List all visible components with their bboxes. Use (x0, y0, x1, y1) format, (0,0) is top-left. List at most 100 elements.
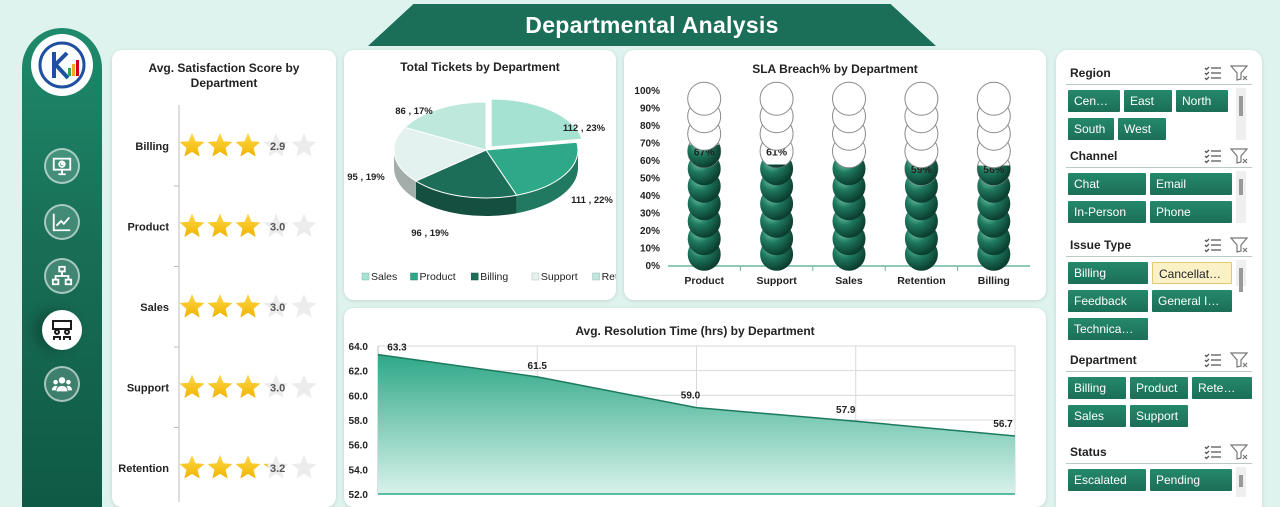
star-icon (179, 213, 205, 237)
resolution-line (377, 353, 1016, 437)
sla-chart: 0%10%20%30%40%50%60%70%80%90%100%67%Prod… (634, 81, 1030, 287)
slicer-scrollbar[interactable] (1236, 88, 1246, 140)
star-empty-icon (263, 213, 289, 237)
y-tick-label: 90% (640, 104, 660, 115)
sla-sphere-partial (977, 165, 1011, 186)
logo-icon (38, 41, 86, 89)
slicer-option[interactable]: Sales (1068, 405, 1126, 427)
star-icon (179, 133, 205, 157)
slicer-option[interactable]: East (1124, 90, 1172, 112)
slicer-options: Billing Cancellat… Feedback General I… Techn… (1064, 258, 1254, 340)
data-label: 61.5 (528, 361, 548, 372)
y-tick-label: 52.0 (349, 490, 369, 501)
star-empty-icon (291, 213, 317, 237)
slicer-option[interactable]: Technica… (1068, 318, 1148, 340)
sla-sphere-partial (687, 144, 721, 168)
slicer-option[interactable]: Support (1130, 405, 1188, 427)
legend-swatch (410, 272, 418, 281)
satisfaction-chart: Billing 2.9 Product 3.0 Sales 3.0 Support 3.0 Re… (118, 105, 317, 502)
data-label: 63.3 (387, 343, 407, 354)
legend-swatch (470, 272, 479, 281)
slicer-option[interactable]: Pending (1150, 469, 1232, 491)
x-tick-label: Support (756, 275, 797, 287)
slicer-option[interactable]: General I… (1152, 290, 1232, 312)
slicer-option[interactable]: Feedback (1068, 290, 1148, 312)
slicer-option[interactable]: Cen… (1068, 90, 1120, 112)
sla-sphere-empty (687, 81, 722, 116)
hierarchy-icon[interactable] (44, 258, 80, 294)
multi-select-icon[interactable] (1204, 237, 1222, 253)
pie-slice (485, 141, 579, 196)
legend-label: Retention (602, 271, 616, 283)
star-empty-icon (263, 133, 289, 157)
slicer-option[interactable]: In-Person (1068, 201, 1146, 223)
dashboard-title-banner: Departmental Analysis (368, 4, 936, 46)
slicer-option[interactable]: Product (1130, 377, 1188, 399)
y-tick-label: 60.0 (349, 391, 369, 402)
company-logo (31, 34, 93, 96)
slicer-title: Department (1070, 353, 1137, 367)
slicer-options: Billing Product Rete… Sales Support (1064, 373, 1254, 429)
divider (1066, 84, 1252, 85)
trend-chart-icon[interactable] (44, 204, 80, 240)
y-tick-label: 40% (640, 191, 660, 202)
slicer-option[interactable]: Billing (1068, 377, 1126, 399)
slicer-title: Status (1070, 445, 1107, 459)
x-tick-label: Billing (978, 275, 1010, 287)
clear-filter-icon[interactable] (1229, 352, 1249, 368)
slicer-department: Department Billing Product Rete… Sales Suppor… (1064, 349, 1254, 429)
slicer-scrollbar[interactable] (1236, 467, 1246, 497)
sla-chart-card: SLA Breach% by Department 0% 10% 20% 30% 40%… (624, 50, 1046, 300)
pie-slice (393, 126, 488, 182)
star-icon (207, 455, 233, 479)
satisfaction-chart-title: Avg. Satisfaction Score by Department (148, 61, 300, 90)
legend-label: Billing (480, 271, 508, 283)
star-icon (179, 455, 205, 479)
clear-filter-icon[interactable] (1229, 444, 1249, 460)
multi-select-icon[interactable] (1204, 444, 1222, 460)
slicer-option[interactable]: Escalated (1068, 469, 1146, 491)
pie-data-label: 111 , 22% (571, 195, 613, 206)
star-icon (207, 133, 233, 157)
clear-filter-icon[interactable] (1229, 148, 1249, 164)
category-label: Product (127, 222, 169, 234)
multi-select-icon[interactable] (1204, 148, 1222, 164)
pie-data-label: 86 , 17% (395, 106, 433, 117)
presentation-icon[interactable] (44, 148, 80, 184)
meeting-icon[interactable] (42, 310, 82, 350)
slicer-scrollbar[interactable] (1236, 260, 1246, 292)
slicer-options: Cen… East North South West (1064, 86, 1254, 140)
data-label: 57.9 (836, 405, 856, 416)
multi-select-icon[interactable] (1204, 65, 1222, 81)
star-icon (235, 133, 260, 157)
y-tick-label: 62.0 (349, 367, 369, 378)
slicer-option[interactable]: Chat (1068, 173, 1146, 195)
slicer-option[interactable]: North (1176, 90, 1228, 112)
data-label: 59.0 (681, 391, 701, 402)
slicer-title: Region (1070, 66, 1111, 80)
slicer-option[interactable]: Phone (1150, 201, 1232, 223)
resolution-area (378, 354, 1015, 494)
star-empty-icon (263, 374, 289, 398)
clear-filter-icon[interactable] (1229, 237, 1249, 253)
slicer-option[interactable]: Cancellat… (1152, 262, 1232, 284)
slicer-option[interactable]: South (1068, 118, 1114, 140)
clear-filter-icon[interactable] (1229, 65, 1249, 81)
sla-sphere-empty (759, 81, 794, 116)
legend-swatch (592, 272, 600, 281)
slicer-option[interactable]: Rete… (1192, 377, 1252, 399)
slicer-option[interactable]: West (1118, 118, 1166, 140)
pie-data-label: 95 , 19% (347, 172, 385, 183)
group-icon[interactable] (44, 366, 80, 402)
slicer-option[interactable]: Billing (1068, 262, 1148, 284)
slicer-title: Issue Type (1070, 238, 1132, 252)
category-label: Retention (118, 463, 169, 475)
data-label: 56.7 (993, 419, 1013, 430)
pie-data-label: 112 , 23% (563, 123, 606, 134)
slicer-scrollbar[interactable] (1236, 171, 1246, 223)
legend-swatch (361, 272, 370, 281)
divider (1066, 256, 1252, 257)
slicer-option[interactable]: Email (1150, 173, 1232, 195)
multi-select-icon[interactable] (1204, 352, 1222, 368)
pie-data-label: 96 , 19% (411, 228, 449, 239)
